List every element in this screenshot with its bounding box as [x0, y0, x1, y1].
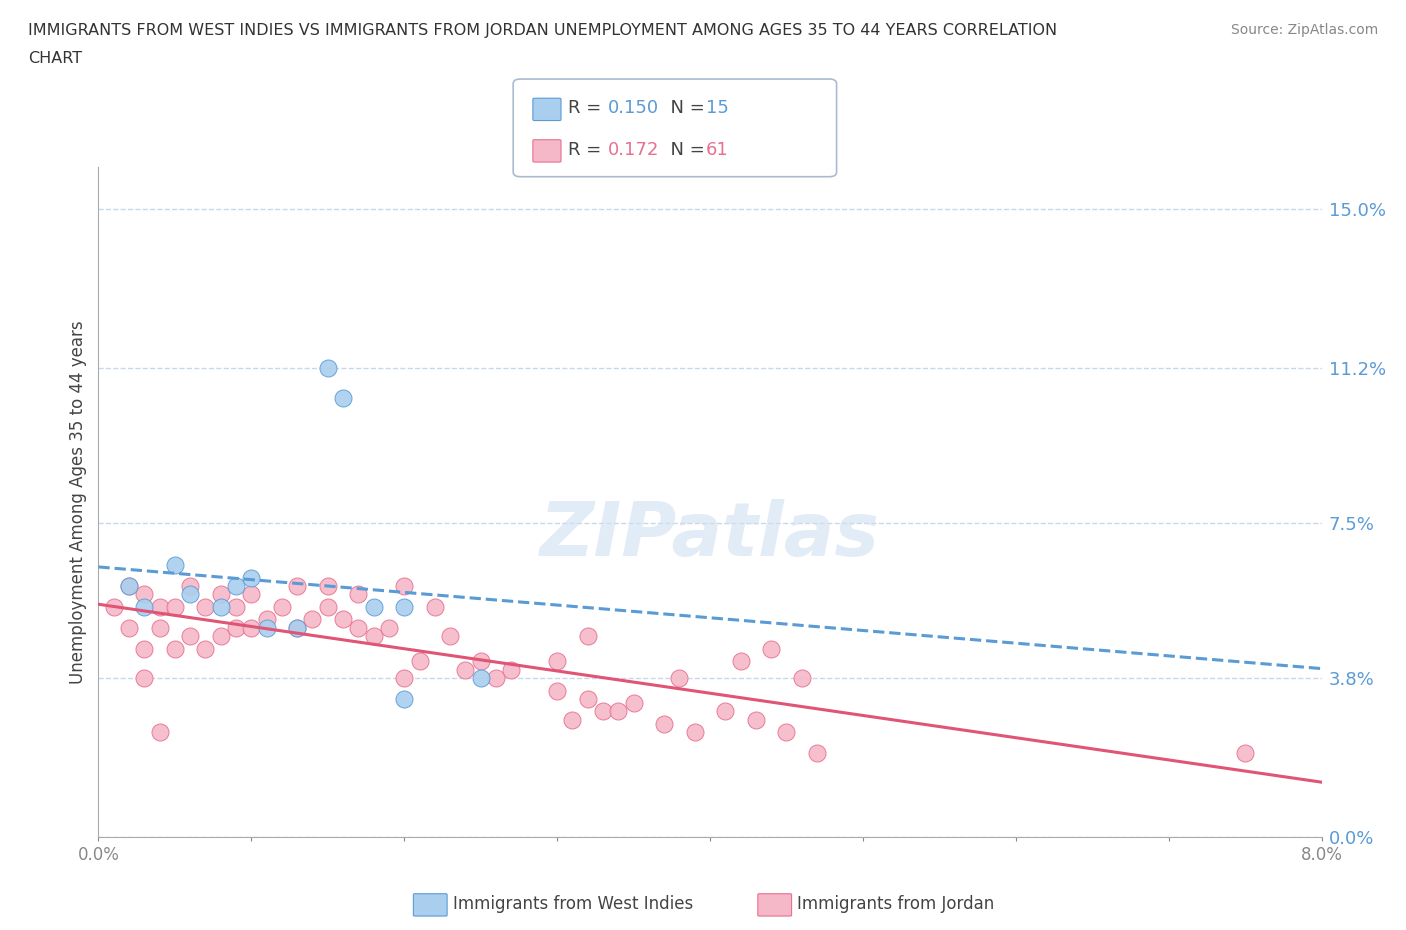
Point	[363, 629, 385, 644]
Point	[209, 629, 232, 644]
Point	[546, 654, 568, 669]
Text: CHART: CHART	[28, 51, 82, 66]
Point	[209, 600, 232, 615]
Text: IMMIGRANTS FROM WEST INDIES VS IMMIGRANTS FROM JORDAN UNEMPLOYMENT AMONG AGES 35: IMMIGRANTS FROM WEST INDIES VS IMMIGRANT…	[28, 23, 1057, 38]
Point	[134, 587, 156, 602]
Point	[392, 671, 416, 685]
Point	[256, 612, 278, 627]
Point	[285, 620, 308, 635]
Point	[790, 671, 813, 685]
Point	[347, 620, 370, 635]
Point	[134, 642, 156, 657]
Point	[285, 620, 308, 635]
Text: R =: R =	[568, 141, 607, 159]
Point	[163, 558, 186, 573]
Point	[607, 704, 630, 719]
Point	[240, 570, 263, 585]
Point	[546, 683, 568, 698]
Point	[194, 600, 217, 615]
Point	[316, 578, 339, 593]
Point	[652, 717, 675, 732]
Point	[118, 578, 141, 593]
Point	[118, 620, 141, 635]
Text: Source: ZipAtlas.com: Source: ZipAtlas.com	[1230, 23, 1378, 37]
Point	[163, 642, 186, 657]
Text: 15: 15	[706, 100, 728, 117]
Point	[408, 654, 430, 669]
Point	[225, 600, 247, 615]
Point	[683, 725, 706, 740]
Point	[576, 692, 599, 707]
Point	[134, 600, 156, 615]
Point	[714, 704, 737, 719]
Point	[301, 612, 323, 627]
Point	[149, 600, 172, 615]
Point	[194, 642, 217, 657]
Point	[470, 654, 492, 669]
Text: 0.172: 0.172	[607, 141, 659, 159]
Point	[179, 587, 201, 602]
Point	[103, 600, 125, 615]
Point	[485, 671, 508, 685]
Point	[149, 620, 172, 635]
Point	[623, 696, 645, 711]
Point	[423, 600, 446, 615]
Point	[179, 629, 201, 644]
Point	[149, 725, 172, 740]
Point	[561, 712, 583, 727]
Point	[256, 620, 278, 635]
Point	[118, 578, 141, 593]
Text: Immigrants from Jordan: Immigrants from Jordan	[797, 895, 994, 913]
Point	[285, 578, 308, 593]
Text: Immigrants from West Indies: Immigrants from West Indies	[453, 895, 693, 913]
Point	[378, 620, 401, 635]
Point	[225, 578, 247, 593]
Point	[454, 662, 477, 677]
Point	[592, 704, 614, 719]
Point	[179, 578, 201, 593]
Point	[759, 642, 782, 657]
Point	[501, 662, 523, 677]
Point	[730, 654, 752, 669]
Point	[270, 600, 294, 615]
Point	[316, 361, 339, 376]
Point	[1234, 746, 1257, 761]
Point	[470, 671, 492, 685]
Text: N =: N =	[659, 141, 711, 159]
Point	[392, 578, 416, 593]
Text: 0.150: 0.150	[607, 100, 658, 117]
Point	[225, 620, 247, 635]
Point	[209, 587, 232, 602]
Point	[347, 587, 370, 602]
Point	[240, 587, 263, 602]
Point	[745, 712, 768, 727]
Point	[775, 725, 797, 740]
Point	[240, 620, 263, 635]
Point	[576, 629, 599, 644]
Point	[332, 612, 354, 627]
Point	[316, 600, 339, 615]
Point	[363, 600, 385, 615]
Y-axis label: Unemployment Among Ages 35 to 44 years: Unemployment Among Ages 35 to 44 years	[69, 321, 87, 684]
Point	[806, 746, 828, 761]
Point	[332, 391, 354, 405]
Text: N =: N =	[659, 100, 711, 117]
Text: R =: R =	[568, 100, 607, 117]
Point	[134, 671, 156, 685]
Point	[392, 600, 416, 615]
Point	[163, 600, 186, 615]
Text: ZIPatlas: ZIPatlas	[540, 499, 880, 572]
Text: 61: 61	[706, 141, 728, 159]
Point	[668, 671, 690, 685]
Point	[439, 629, 461, 644]
Point	[392, 692, 416, 707]
